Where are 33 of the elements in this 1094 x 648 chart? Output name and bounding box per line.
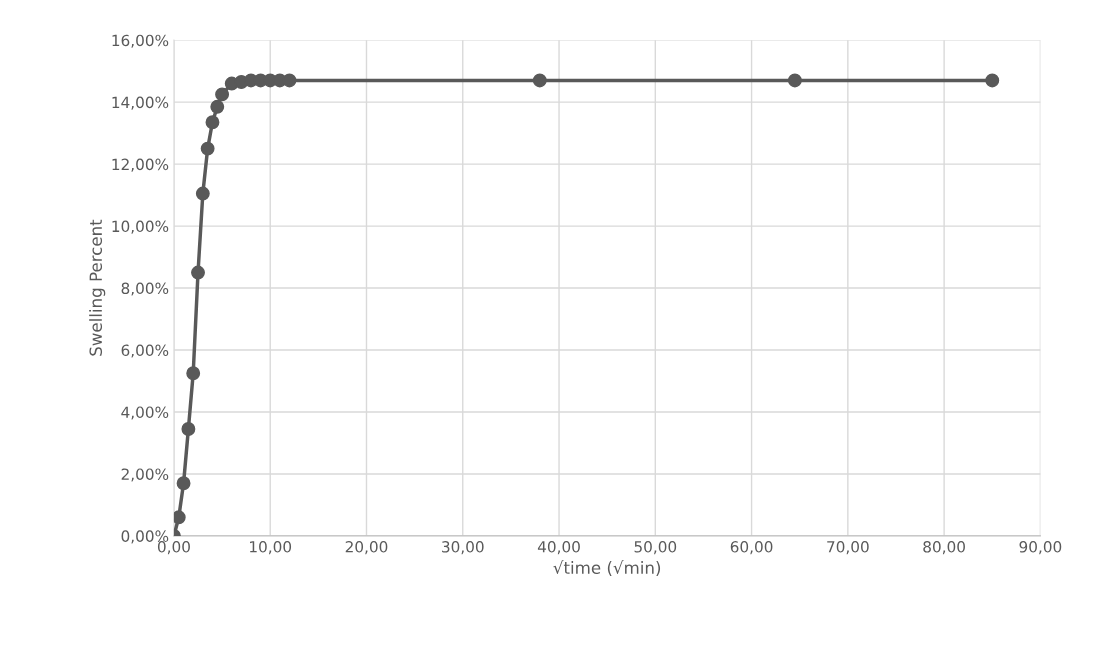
y-tick-label: 4,00% — [121, 406, 169, 420]
x-tick-label: 40,00 — [537, 541, 580, 555]
x-axis-title: √time (√min) — [553, 560, 661, 576]
y-tick-label: 12,00% — [112, 158, 169, 172]
y-tick-label: 2,00% — [121, 468, 169, 482]
point — [191, 265, 205, 280]
x-tick-label: 60,00 — [730, 541, 773, 555]
x-tick-label: 10,00 — [250, 541, 292, 555]
point — [985, 73, 1000, 88]
point — [173, 510, 186, 525]
point — [195, 186, 210, 201]
x-tick-label: 80,00 — [923, 541, 965, 555]
point — [181, 422, 196, 436]
point — [176, 476, 191, 491]
x-tick-label: 50,00 — [634, 541, 677, 555]
x-tick-label: 30,00 — [442, 541, 484, 555]
x-tick-label: 90,00 — [1019, 541, 1062, 555]
point — [205, 115, 220, 130]
y-tick-label: 14,00% — [112, 96, 169, 110]
y-tick-label: 6,00% — [121, 344, 169, 358]
point — [787, 73, 802, 88]
point — [186, 366, 201, 381]
x-tick-label: 70,00 — [827, 541, 869, 555]
x-tick-label: 20,00 — [345, 541, 388, 555]
y-tick-label: 8,00% — [121, 282, 169, 296]
point — [282, 73, 297, 88]
point — [200, 141, 215, 156]
point — [532, 73, 547, 88]
point — [215, 87, 230, 102]
point — [210, 99, 225, 114]
y-tick-label: 16,00% — [112, 34, 169, 48]
y-axis-title: Swelling Percent — [89, 219, 106, 356]
y-tick-label: 10,00% — [112, 220, 169, 234]
